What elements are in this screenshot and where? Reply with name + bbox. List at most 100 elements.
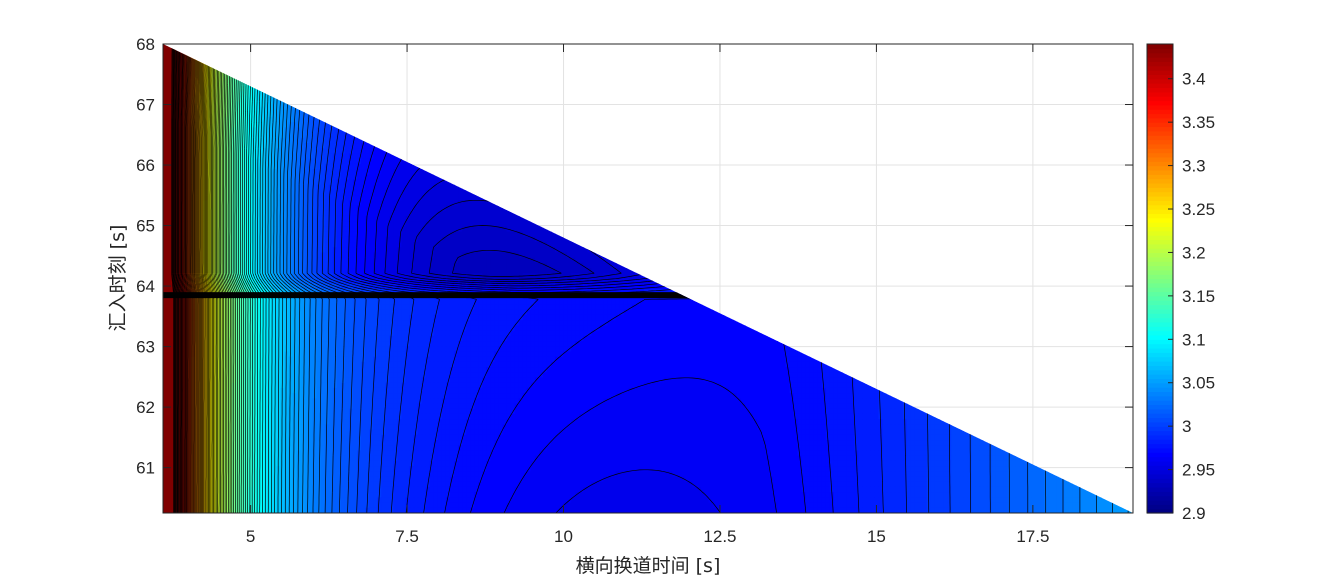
contour-cell <box>369 148 374 155</box>
contour-cell <box>312 143 318 149</box>
contour-cell <box>348 143 354 149</box>
contour-cell <box>247 132 253 139</box>
contour-cell <box>296 137 302 144</box>
contour-cell <box>264 116 269 123</box>
contour-cell <box>215 106 221 113</box>
contour-cell <box>183 122 188 128</box>
contour-cell <box>219 80 225 87</box>
contour-cell <box>316 116 322 123</box>
contour-cell <box>280 101 285 108</box>
contour-cell <box>312 116 318 123</box>
contour-cell <box>340 143 346 149</box>
contour-cell <box>243 148 249 155</box>
contour-cell <box>247 122 253 128</box>
contour-cell <box>199 116 205 123</box>
contour-cell <box>348 132 354 139</box>
contour-cell <box>163 64 168 71</box>
contour-cell <box>308 116 314 123</box>
contour-cell <box>167 49 172 56</box>
contour-cell <box>312 127 318 134</box>
contour-cell <box>300 116 306 123</box>
contour-cell <box>300 111 306 118</box>
contour-cell <box>284 127 289 134</box>
contour-cell <box>332 143 338 149</box>
contour-cell <box>195 96 200 102</box>
contour-cell <box>336 148 342 155</box>
contour-cell <box>284 101 289 108</box>
contour-cell <box>179 137 184 144</box>
contour-cell <box>264 106 269 113</box>
contour-cell <box>207 132 213 139</box>
contour-cell <box>243 116 249 123</box>
contour-cell <box>191 111 196 118</box>
contour-cell <box>320 137 326 144</box>
contour-cell <box>207 116 213 123</box>
contour-cell <box>207 111 213 118</box>
contour-cell <box>264 122 269 128</box>
contour-cell <box>163 90 168 97</box>
contour-cell <box>211 75 217 82</box>
contour-cell <box>215 111 221 118</box>
contour-cell <box>348 148 354 155</box>
contour-cell <box>183 143 188 149</box>
contour-cell <box>280 143 285 149</box>
contour-cell <box>239 127 245 134</box>
contour-cell <box>264 148 269 155</box>
contour-cell <box>179 143 184 149</box>
contour-cell <box>255 116 261 123</box>
contour-cell <box>260 137 265 144</box>
contour-cell <box>316 143 322 149</box>
contour-cell <box>247 143 253 149</box>
contour-cell <box>211 85 217 92</box>
contour-cell <box>231 80 237 87</box>
contour-cell <box>272 143 277 149</box>
contour-cell <box>207 148 213 155</box>
contour-cell <box>251 90 257 97</box>
contour-cell <box>260 111 265 118</box>
contour-cell <box>207 122 213 128</box>
contour-cell <box>183 132 188 139</box>
contour-cell <box>163 122 168 128</box>
contour-cell <box>163 106 168 113</box>
contour-cell <box>219 122 225 128</box>
contour-cell <box>191 127 196 134</box>
contour-cell <box>239 96 245 102</box>
contour-cell <box>191 116 196 123</box>
contour-cell <box>219 101 225 108</box>
contour-cell <box>247 127 253 134</box>
contour-cell <box>308 143 314 149</box>
contour-cell <box>284 111 289 118</box>
contour-cell <box>167 59 172 66</box>
contour-cell <box>288 106 293 113</box>
contour-cell <box>352 148 358 155</box>
contour-cell <box>207 96 213 102</box>
contour-cell <box>328 148 334 155</box>
contour-cell <box>332 137 338 144</box>
contour-cell <box>320 132 326 139</box>
contour-cell <box>365 143 370 149</box>
contour-cell <box>207 137 213 144</box>
contour-cell <box>243 101 249 108</box>
contour-cell <box>276 122 281 128</box>
contour-cell <box>227 122 233 128</box>
contour-cell <box>276 101 281 108</box>
contour-cell <box>276 111 281 118</box>
contour-cell <box>328 143 334 149</box>
contour-cell <box>344 148 350 155</box>
contour-cell <box>243 96 249 102</box>
contour-cell <box>276 106 281 113</box>
contour-cell <box>288 127 293 134</box>
contour-cell <box>280 137 285 144</box>
contour-cell <box>167 116 172 123</box>
contour-cell <box>211 90 217 97</box>
contour-cell <box>235 111 241 118</box>
contour-cell <box>260 132 265 139</box>
contour-cell <box>304 116 310 123</box>
contour-cell <box>163 96 168 102</box>
contour-cell <box>284 143 289 149</box>
contour-cell <box>251 148 257 155</box>
contour-cell <box>195 101 200 108</box>
contour-cell <box>312 122 318 128</box>
contour-cell <box>260 122 265 128</box>
contour-cell <box>272 148 277 155</box>
